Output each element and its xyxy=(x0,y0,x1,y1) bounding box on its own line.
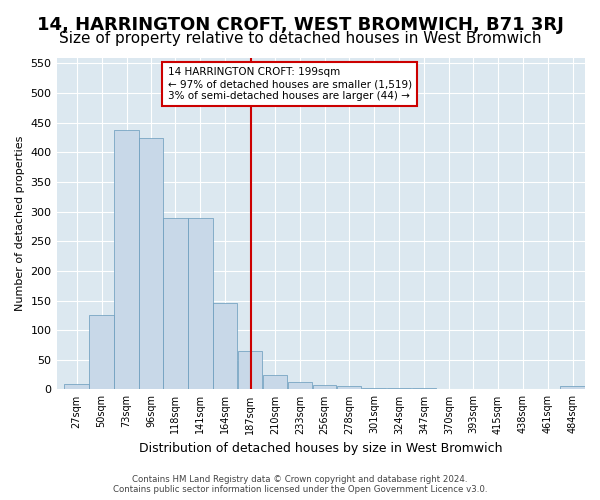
Bar xyxy=(362,388,386,390)
Bar xyxy=(89,316,114,390)
Bar xyxy=(560,386,585,390)
Bar xyxy=(313,384,336,390)
Text: Contains HM Land Registry data © Crown copyright and database right 2024.
Contai: Contains HM Land Registry data © Crown c… xyxy=(113,474,487,494)
Bar xyxy=(337,386,361,390)
Bar xyxy=(238,351,262,390)
Bar xyxy=(461,389,485,390)
Bar xyxy=(437,389,461,390)
Bar xyxy=(115,130,139,390)
Bar xyxy=(263,374,287,390)
Bar xyxy=(188,218,212,390)
Bar xyxy=(288,382,313,390)
Text: 14 HARRINGTON CROFT: 199sqm
← 97% of detached houses are smaller (1,519)
3% of s: 14 HARRINGTON CROFT: 199sqm ← 97% of det… xyxy=(167,68,412,100)
Bar xyxy=(412,388,436,390)
Bar xyxy=(163,218,188,390)
Text: Size of property relative to detached houses in West Bromwich: Size of property relative to detached ho… xyxy=(59,31,541,46)
Text: 14, HARRINGTON CROFT, WEST BROMWICH, B71 3RJ: 14, HARRINGTON CROFT, WEST BROMWICH, B71… xyxy=(37,16,563,34)
Y-axis label: Number of detached properties: Number of detached properties xyxy=(15,136,25,311)
Bar xyxy=(511,389,535,390)
Bar xyxy=(64,384,89,390)
X-axis label: Distribution of detached houses by size in West Bromwich: Distribution of detached houses by size … xyxy=(139,442,503,455)
Bar xyxy=(386,388,411,390)
Bar xyxy=(213,304,238,390)
Bar xyxy=(139,138,163,390)
